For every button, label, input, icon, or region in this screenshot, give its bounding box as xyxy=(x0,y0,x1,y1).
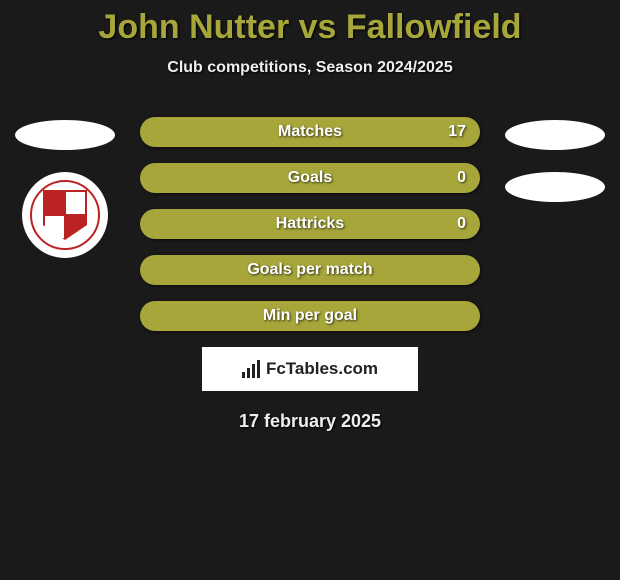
player-right-column xyxy=(500,120,610,224)
stat-row: Hattricks 0 xyxy=(140,209,480,239)
stat-value-right: 0 xyxy=(457,209,466,239)
date-text: 17 february 2025 xyxy=(0,411,620,432)
stat-label: Goals per match xyxy=(140,255,480,285)
stat-row: Matches 17 xyxy=(140,117,480,147)
bar-chart-icon xyxy=(242,360,260,378)
placeholder-pill xyxy=(15,120,115,150)
comparison-card: John Nutter vs Fallowfield Club competit… xyxy=(0,0,620,580)
stat-value-right: 17 xyxy=(448,117,466,147)
brand-badge[interactable]: FcTables.com xyxy=(202,347,418,391)
stat-label: Min per goal xyxy=(140,301,480,331)
stat-label: Hattricks xyxy=(140,209,480,239)
player-left-column xyxy=(10,120,120,258)
page-title: John Nutter vs Fallowfield xyxy=(0,8,620,47)
stat-value-right: 0 xyxy=(457,163,466,193)
crest-ring xyxy=(30,180,100,250)
placeholder-pill xyxy=(505,120,605,150)
page-subtitle: Club competitions, Season 2024/2025 xyxy=(0,59,620,77)
stat-row: Goals 0 xyxy=(140,163,480,193)
stat-label: Goals xyxy=(140,163,480,193)
stat-label: Matches xyxy=(140,117,480,147)
stats-table: Matches 17 Goals 0 Hattricks 0 Goals per… xyxy=(140,117,480,331)
placeholder-pill xyxy=(505,172,605,202)
stat-row: Goals per match xyxy=(140,255,480,285)
crest-shield xyxy=(43,190,87,240)
club-crest-left xyxy=(22,172,108,258)
stat-row: Min per goal xyxy=(140,301,480,331)
brand-text: FcTables.com xyxy=(266,359,378,379)
